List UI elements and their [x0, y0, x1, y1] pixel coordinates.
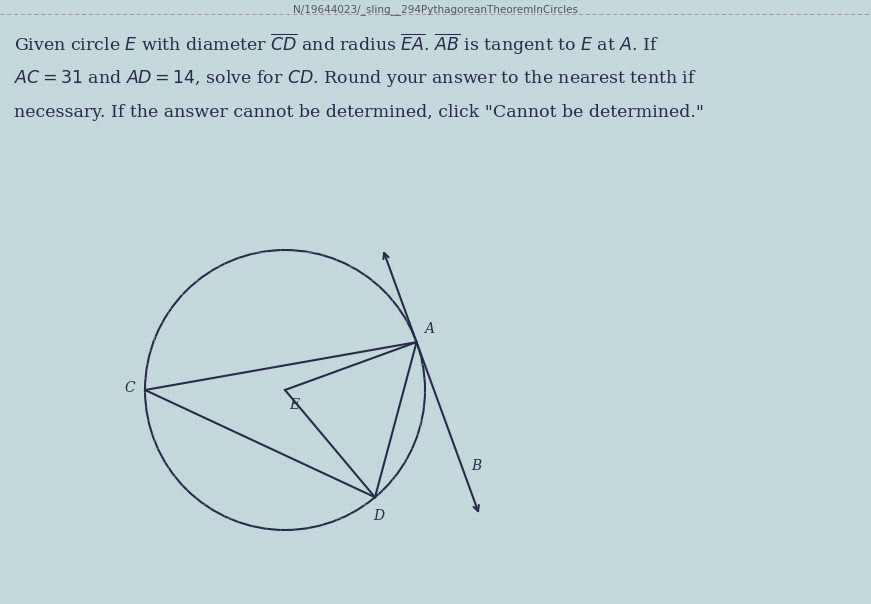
Text: $AC = 31$ and $AD = 14$, solve for $CD$. Round your answer to the nearest tenth : $AC = 31$ and $AD = 14$, solve for $CD$.…: [14, 68, 697, 89]
Text: C: C: [125, 381, 135, 395]
Text: Given circle $E$ with diameter $\overline{CD}$ and radius $\overline{EA}$. $\ove: Given circle $E$ with diameter $\overlin…: [14, 32, 659, 57]
Text: D: D: [374, 509, 385, 523]
Text: A: A: [424, 322, 435, 336]
Text: necessary. If the answer cannot be determined, click "Cannot be determined.": necessary. If the answer cannot be deter…: [14, 104, 704, 121]
Text: B: B: [471, 459, 482, 474]
Text: E: E: [289, 398, 299, 412]
Text: N/19644023/_sling__294PythagoreanTheoremInCircles: N/19644023/_sling__294PythagoreanTheorem…: [293, 5, 577, 16]
